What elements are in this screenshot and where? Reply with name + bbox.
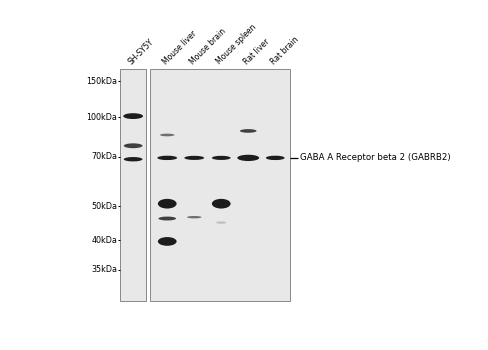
Ellipse shape (265, 156, 284, 160)
Text: Mouse spleen: Mouse spleen (214, 23, 258, 66)
Ellipse shape (158, 217, 176, 220)
Text: Mouse liver: Mouse liver (161, 29, 198, 66)
Text: GABA A Receptor beta 2 (GABRB2): GABA A Receptor beta 2 (GABRB2) (299, 153, 449, 162)
Ellipse shape (216, 221, 226, 224)
Text: Rat brain: Rat brain (268, 35, 300, 66)
Text: SH-SY5Y: SH-SY5Y (126, 37, 156, 66)
Text: 70kDa: 70kDa (91, 152, 117, 161)
Ellipse shape (123, 113, 142, 119)
Ellipse shape (158, 237, 176, 246)
Ellipse shape (240, 129, 256, 133)
Text: 50kDa: 50kDa (91, 202, 117, 211)
Text: 100kDa: 100kDa (86, 113, 117, 122)
Text: 35kDa: 35kDa (91, 265, 117, 274)
Ellipse shape (237, 155, 259, 161)
Ellipse shape (158, 199, 176, 209)
Ellipse shape (184, 156, 203, 160)
Ellipse shape (186, 216, 201, 218)
Text: Rat liver: Rat liver (242, 37, 270, 66)
Ellipse shape (123, 157, 142, 161)
Ellipse shape (157, 156, 177, 160)
Ellipse shape (160, 134, 174, 136)
Ellipse shape (211, 199, 230, 209)
Ellipse shape (123, 144, 142, 148)
Bar (120, 69, 146, 301)
Text: Mouse brain: Mouse brain (187, 27, 227, 66)
Bar (150, 69, 290, 301)
Ellipse shape (211, 156, 230, 160)
Text: 40kDa: 40kDa (91, 236, 117, 245)
Text: 150kDa: 150kDa (86, 77, 117, 86)
